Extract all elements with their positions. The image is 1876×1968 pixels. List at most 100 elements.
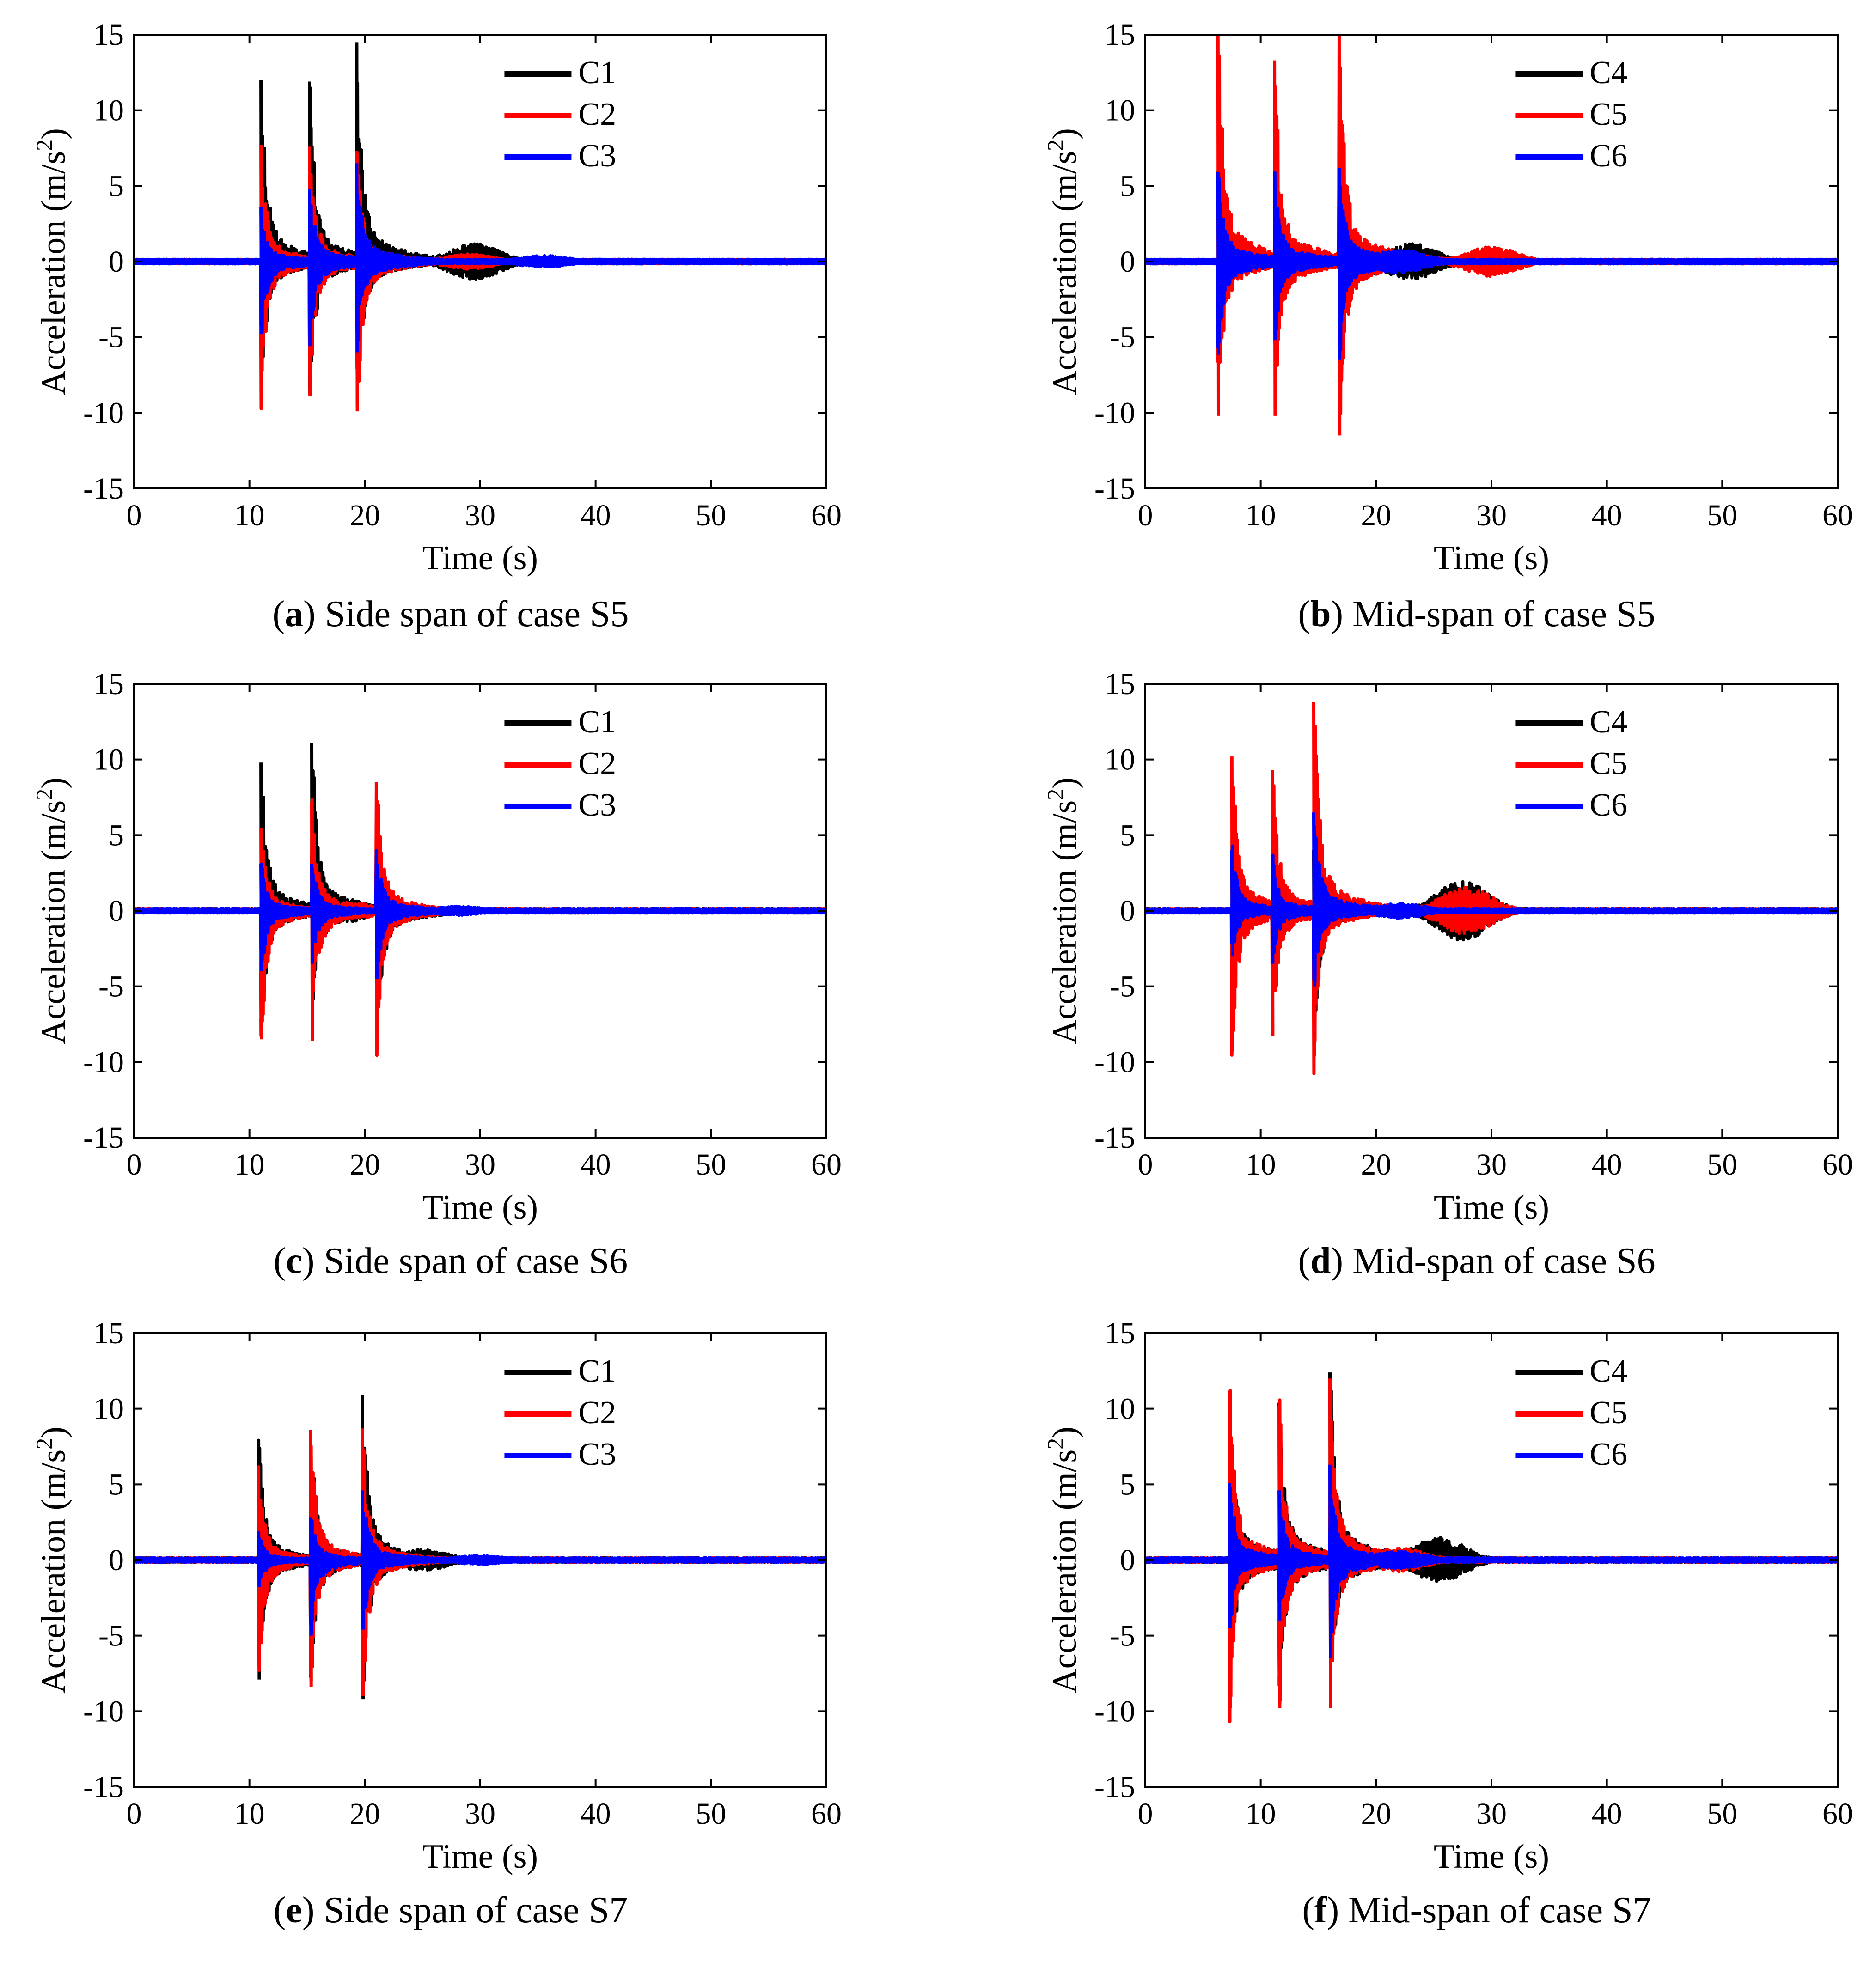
series-line-c6: [1145, 812, 1838, 987]
legend-label-c3: C3: [578, 787, 616, 823]
y-tick-label: -5: [98, 321, 124, 354]
x-tick-label: 30: [1476, 1797, 1507, 1831]
y-tick-label: 5: [109, 169, 124, 203]
series-line-c1: [134, 1395, 826, 1700]
series-line-c6: [1145, 1464, 1838, 1658]
y-tick-label: 0: [1120, 894, 1135, 928]
y-axis-label: Acceleration (m/s2): [31, 128, 73, 395]
x-tick-label: 10: [234, 499, 265, 532]
y-tick-label: -10: [1094, 396, 1135, 430]
x-tick-label: 40: [581, 499, 611, 532]
traces: [1145, 35, 1838, 436]
x-tick-label: 0: [127, 1797, 142, 1831]
x-tick-label: 20: [349, 1797, 380, 1831]
y-axis-label: Acceleration (m/s2): [1042, 777, 1084, 1044]
panel-caption: (b) Mid-span of case S5: [1298, 594, 1655, 634]
y-tick-label: -15: [83, 472, 124, 506]
y-axis-label: Acceleration (m/s2): [1042, 128, 1084, 395]
y-tick-label: 5: [1120, 818, 1135, 852]
x-tick-label: 30: [465, 1148, 495, 1182]
panel-caption: (a) Side span of case S5: [273, 594, 629, 634]
x-tick-label: 60: [1822, 1148, 1853, 1182]
series-line-c2: [134, 782, 826, 1057]
x-tick-label: 30: [1476, 499, 1507, 532]
x-tick-label: 0: [1138, 1148, 1153, 1182]
legend-label-c2: C2: [578, 97, 616, 132]
x-tick-label: 10: [1246, 499, 1276, 532]
y-axis-label: Acceleration (m/s2): [1042, 1426, 1084, 1694]
y-tick-label: -10: [83, 396, 124, 430]
legend-label-c2: C2: [578, 746, 616, 781]
series-line-c1: [134, 743, 826, 1050]
x-tick-label: 0: [1138, 499, 1153, 532]
legend-label-c4: C4: [1589, 1353, 1627, 1389]
series-line-c4: [1145, 849, 1838, 1047]
y-tick-label: 15: [93, 1316, 124, 1350]
legend-label-c3: C3: [578, 1437, 616, 1472]
y-tick-label: -5: [1110, 321, 1135, 354]
x-tick-label: 50: [696, 1797, 726, 1831]
x-tick-label: 10: [1246, 1797, 1276, 1831]
y-tick-label: -10: [1094, 1045, 1135, 1079]
traces: [134, 42, 826, 412]
y-tick-label: -5: [98, 1619, 124, 1653]
x-tick-label: 60: [811, 1148, 842, 1182]
series-line-c5: [1145, 35, 1838, 436]
y-tick-label: -15: [83, 1121, 124, 1155]
series-line-c3: [134, 163, 826, 353]
panel-caption: (c) Side span of case S6: [274, 1241, 628, 1281]
x-tick-label: 50: [696, 499, 726, 532]
series-line-c3: [134, 1490, 826, 1636]
y-tick-label: 5: [1120, 1468, 1135, 1501]
x-axis-label: Time (s): [1434, 539, 1549, 577]
y-tick-label: -10: [83, 1045, 124, 1079]
traces: [1145, 1372, 1838, 1724]
legend-label-c2: C2: [578, 1395, 616, 1431]
y-tick-label: 0: [1120, 1543, 1135, 1577]
legend-label-c5: C5: [1589, 97, 1627, 132]
x-tick-label: 40: [581, 1148, 611, 1182]
x-axis-label: Time (s): [422, 539, 538, 577]
traces: [1145, 702, 1838, 1076]
y-tick-label: 0: [109, 1543, 124, 1577]
x-tick-label: 60: [811, 499, 842, 532]
y-tick-label: -5: [1110, 1619, 1135, 1653]
y-tick-label: -5: [1110, 970, 1135, 1004]
x-tick-label: 50: [1707, 1797, 1737, 1831]
legend-label-c6: C6: [1589, 138, 1627, 174]
y-tick-label: -5: [98, 970, 124, 1004]
y-tick-label: 5: [109, 818, 124, 852]
y-tick-label: 15: [93, 18, 124, 52]
x-tick-label: 0: [127, 1148, 142, 1182]
x-tick-label: 60: [1822, 499, 1853, 532]
y-tick-label: -10: [1094, 1694, 1135, 1728]
panel-d: 0 10 20 30 40 50 60 -15 -10 -5 0 5 10 15 Time (s) Accel…: [1042, 667, 1853, 1281]
y-tick-label: -10: [83, 1694, 124, 1728]
traces: [134, 1395, 826, 1700]
legend-label-c4: C4: [1589, 55, 1627, 91]
y-tick-label: 10: [93, 1392, 124, 1426]
traces: [134, 743, 826, 1057]
y-tick-label: 0: [1120, 245, 1135, 279]
y-tick-label: 15: [1105, 667, 1135, 701]
x-tick-label: 20: [349, 499, 380, 532]
legend-label-c1: C1: [578, 704, 616, 740]
series-line-c4: [1145, 153, 1838, 419]
x-tick-label: 40: [581, 1797, 611, 1831]
x-axis-label: Time (s): [1434, 1188, 1549, 1226]
y-tick-label: 5: [109, 1468, 124, 1501]
x-tick-label: 40: [1592, 1148, 1622, 1182]
y-tick-label: -15: [1094, 1770, 1135, 1804]
y-tick-label: -15: [1094, 1121, 1135, 1155]
y-tick-label: 15: [1105, 1316, 1135, 1350]
panel-b: 0 10 20 30 40 50 60 -15 -10 -5 0 5 10 15 Time (s) Accel…: [1042, 18, 1853, 634]
x-tick-label: 40: [1592, 499, 1622, 532]
y-axis-label: Acceleration (m/s2): [31, 777, 73, 1044]
legend-label-c5: C5: [1589, 746, 1627, 781]
x-tick-label: 50: [1707, 499, 1737, 532]
series-line-c6: [1145, 168, 1838, 360]
y-tick-label: 10: [1105, 1392, 1135, 1426]
legend-label-c4: C4: [1589, 704, 1627, 740]
x-tick-label: 30: [1476, 1148, 1507, 1182]
